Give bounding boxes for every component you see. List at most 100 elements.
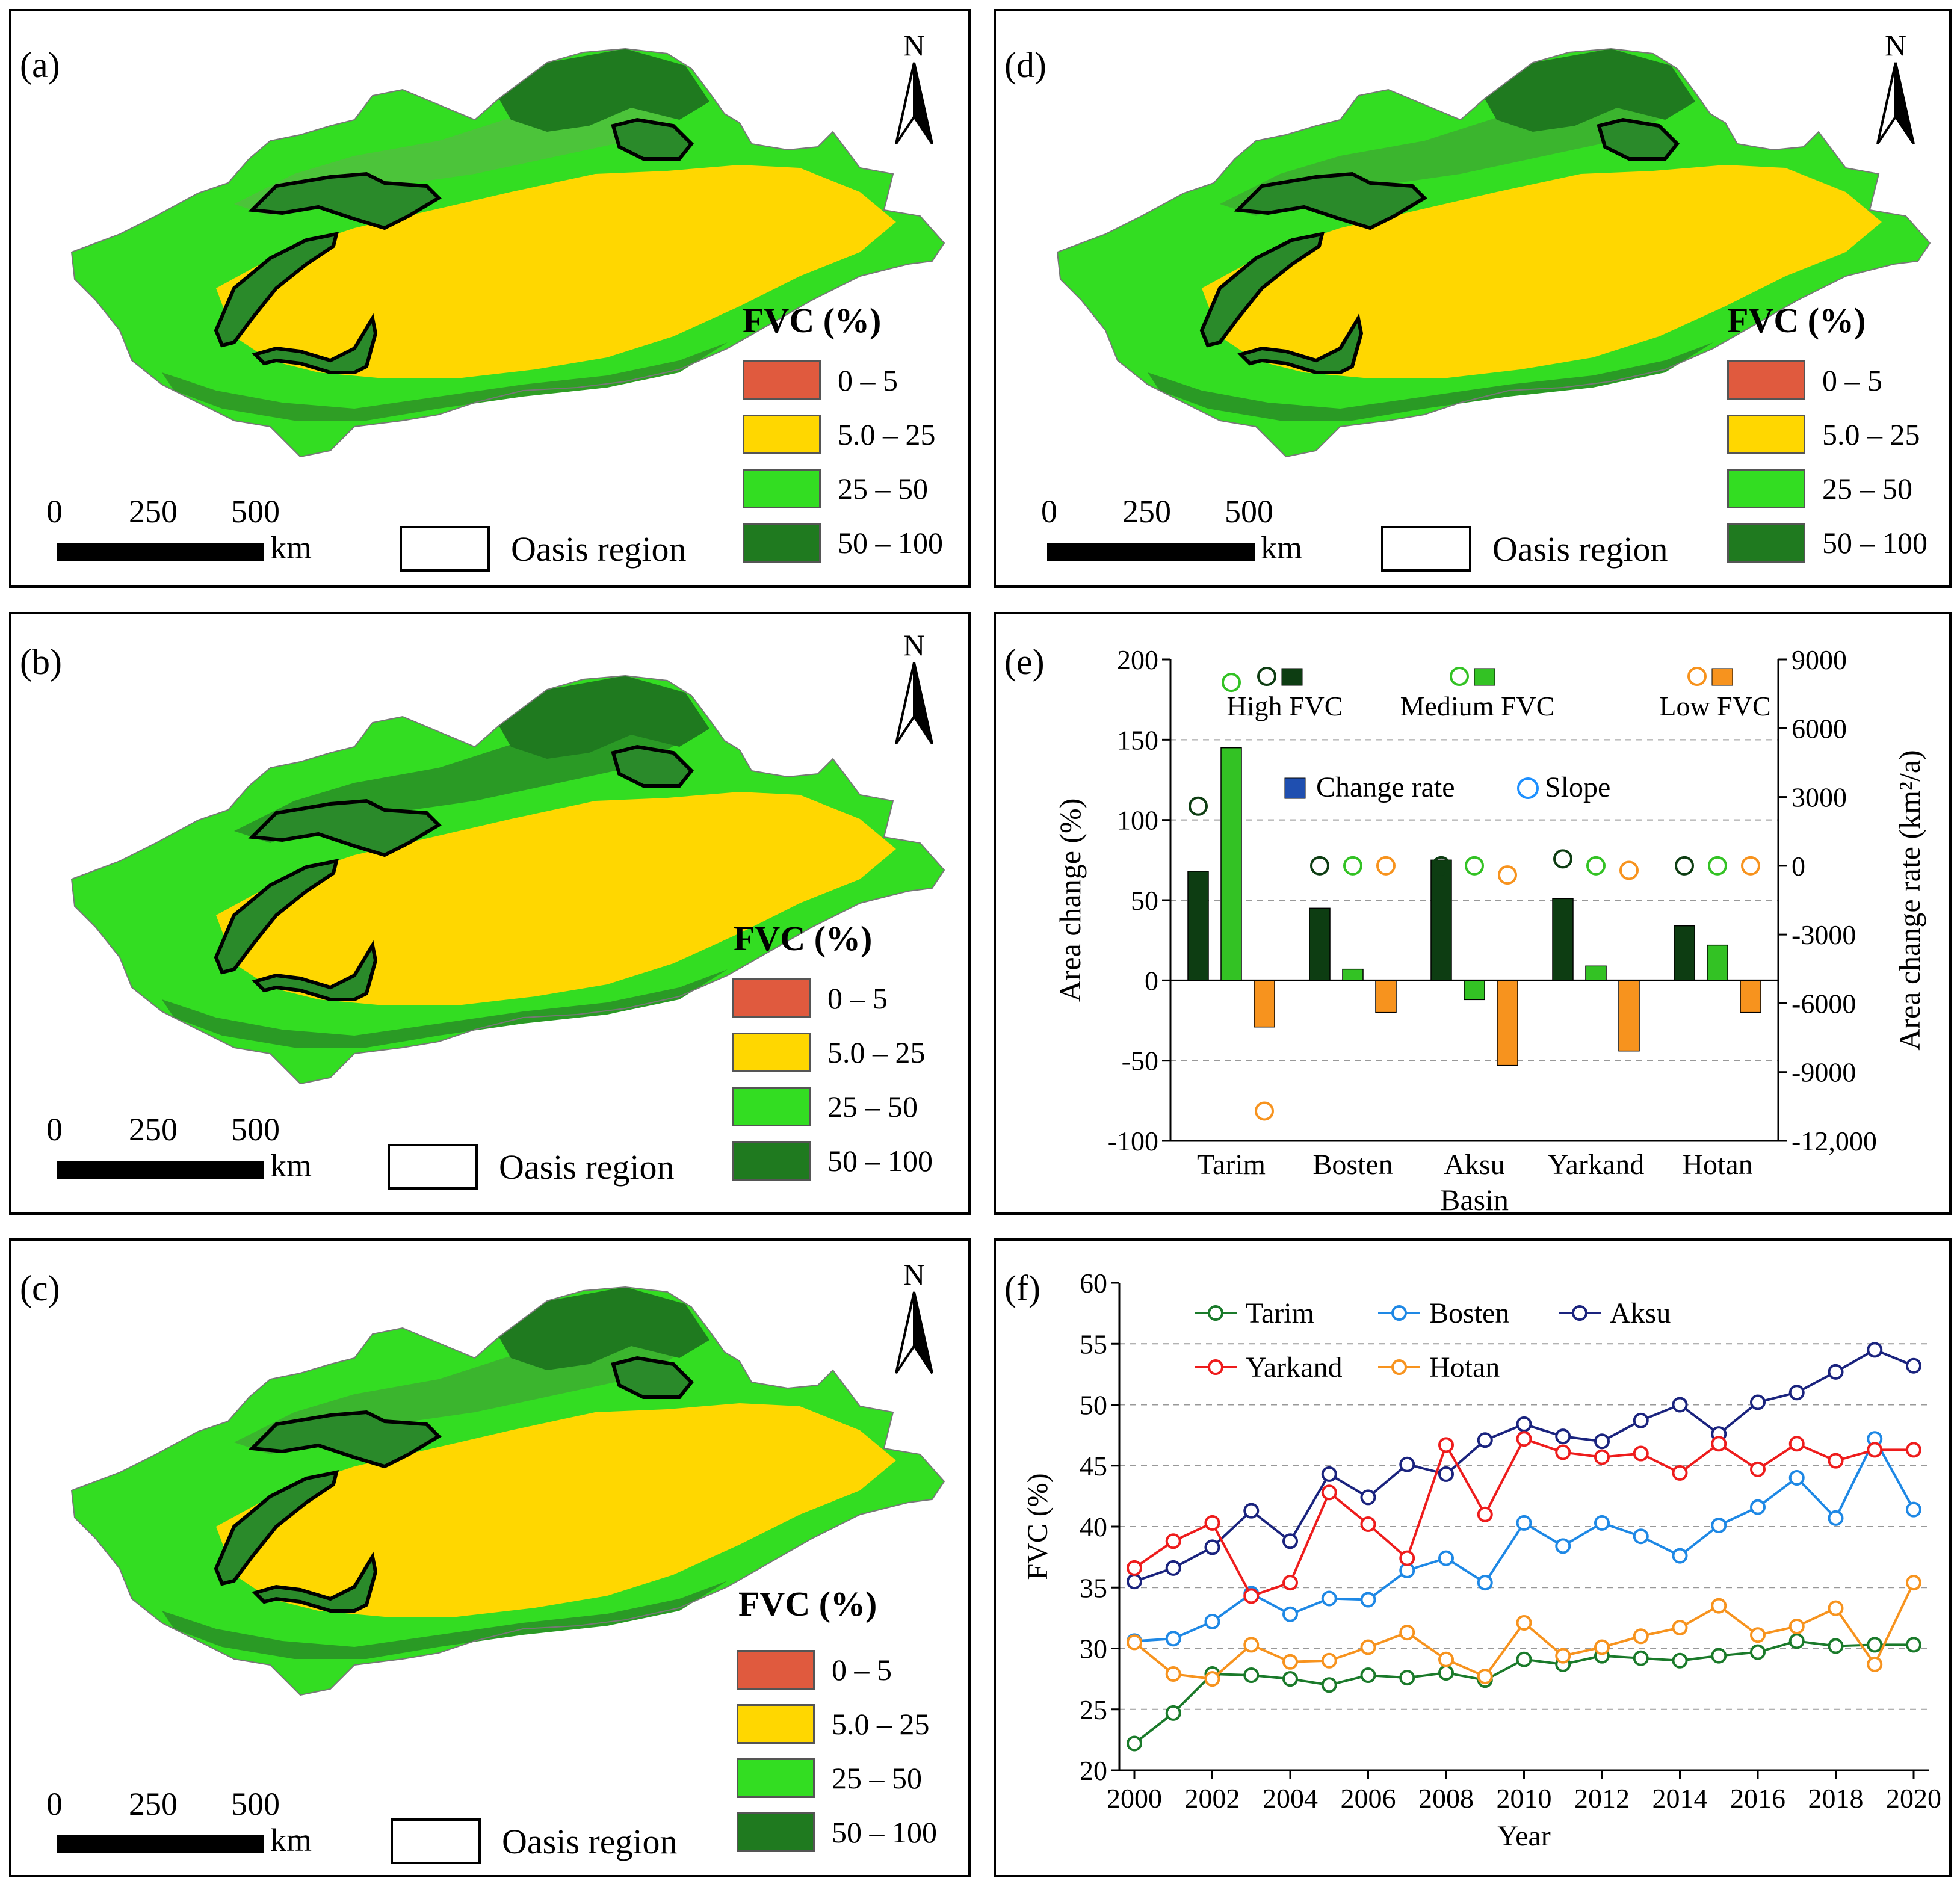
slope-marker	[1619, 860, 1639, 880]
x-tick-label: 2010	[1497, 1783, 1552, 1814]
legend-series-label: Medium FVC	[1400, 691, 1555, 721]
x-tick-label: Hotan	[1682, 1149, 1752, 1181]
point-tarim	[1672, 1652, 1688, 1669]
point-tarim	[1750, 1644, 1766, 1660]
point-aksu	[1555, 1428, 1571, 1445]
y-tick-label: -100	[1108, 1126, 1158, 1157]
y-axis-label: Area change (%)	[1053, 798, 1087, 1002]
y2-axis-label: Area change rate (km²/a)	[1893, 750, 1926, 1050]
point-tarim	[1282, 1671, 1298, 1687]
legend-slope-swatch	[1450, 667, 1469, 686]
scale-unit: km	[1261, 530, 1303, 566]
point-yarkand	[1360, 1516, 1376, 1532]
point-yarkand	[1672, 1465, 1688, 1481]
point-hotan	[1127, 1634, 1142, 1651]
y-tick-label: 50	[1131, 885, 1158, 916]
y-tick-label: 25	[1080, 1694, 1107, 1725]
map-panel-c: (c) N FVC (%) 0 – 5 5.0 – 25 25 – 50 50 …	[9, 1238, 971, 1877]
swatch	[1727, 469, 1805, 508]
bar-high-fvc	[1674, 925, 1695, 981]
x-tick-label: Aksu	[1444, 1149, 1504, 1181]
legend-slope-kind-swatch	[1517, 777, 1539, 799]
y-tick-label: 200	[1117, 644, 1158, 675]
north-label: N	[903, 28, 925, 62]
point-yarkand	[1867, 1442, 1883, 1458]
legend-item: 50 – 100	[1727, 523, 1928, 563]
x-axis-label: Year	[1497, 1820, 1550, 1852]
swatch	[737, 1650, 815, 1690]
legend-item: 0 – 5	[737, 1650, 892, 1690]
point-aksu	[1399, 1456, 1415, 1472]
swatch	[732, 978, 811, 1018]
panel-tag: (f)	[1004, 1268, 1040, 1308]
y-tick-label: 55	[1080, 1329, 1107, 1359]
line-bosten	[1134, 1436, 1915, 1643]
point-bosten	[1516, 1515, 1532, 1531]
bar-medium-fvc	[1707, 944, 1728, 981]
legend-item: 0 – 5	[1727, 360, 1882, 400]
point-bosten	[1282, 1606, 1298, 1622]
bar-low-fvc	[1618, 980, 1640, 1052]
scale-label: 250	[129, 493, 178, 530]
slope-marker	[1741, 856, 1760, 876]
slope-marker	[1553, 849, 1572, 869]
point-bosten	[1165, 1631, 1181, 1647]
point-tarim	[1906, 1637, 1921, 1653]
scale-label: 0	[46, 1786, 63, 1822]
legend-title: FVC (%)	[738, 1584, 877, 1623]
point-aksu	[1243, 1503, 1260, 1519]
scale-bar	[57, 543, 264, 561]
point-aksu	[1477, 1432, 1493, 1448]
y2-tick-label: -6000	[1792, 988, 1856, 1019]
point-tarim	[1399, 1670, 1415, 1686]
point-hotan	[1633, 1628, 1649, 1645]
point-aksu	[1438, 1466, 1454, 1482]
legend-item: 5.0 – 25	[737, 1704, 930, 1744]
scale-label: 250	[1122, 493, 1171, 530]
legend-series-label: High FVC	[1227, 691, 1343, 721]
point-aksu	[1828, 1364, 1844, 1380]
point-yarkand	[1204, 1515, 1220, 1531]
north-label: N	[903, 628, 925, 662]
point-tarim	[1243, 1667, 1260, 1684]
x-tick-label: 2006	[1341, 1783, 1396, 1814]
oasis-legend-label: Oasis region	[511, 530, 687, 569]
point-bosten	[1555, 1538, 1571, 1554]
legend-marker	[1391, 1305, 1407, 1321]
point-aksu	[1360, 1489, 1376, 1506]
point-hotan	[1360, 1639, 1376, 1655]
legend-slope-swatch	[1687, 667, 1707, 686]
panel-tag: (d)	[1004, 45, 1046, 85]
scale-label: 0	[46, 493, 63, 530]
point-bosten	[1360, 1592, 1376, 1608]
y2-tick-label: 6000	[1792, 713, 1847, 744]
scale-unit: km	[270, 530, 312, 566]
y-tick-label: 60	[1080, 1268, 1107, 1299]
legend-label: Aksu	[1610, 1297, 1671, 1329]
y-tick-label: -50	[1122, 1046, 1158, 1076]
basin-fvc-map	[1057, 48, 1931, 457]
north-arrow-icon: N	[895, 1258, 933, 1374]
basin-fvc-map	[71, 1286, 945, 1696]
point-hotan	[1321, 1652, 1337, 1669]
y-tick-label: 0	[1145, 965, 1158, 996]
legend-marker	[1391, 1359, 1407, 1375]
x-tick-label: 2020	[1886, 1783, 1941, 1814]
legend-slope-swatch	[1257, 667, 1276, 686]
x-tick-label: Yarkand	[1548, 1149, 1644, 1181]
scale-bar	[57, 1161, 264, 1179]
point-tarim	[1867, 1637, 1883, 1653]
point-bosten	[1321, 1590, 1337, 1607]
swatch	[737, 1704, 815, 1744]
scale-bar	[1047, 543, 1255, 561]
swatch	[743, 523, 821, 563]
oasis-legend-label: Oasis region	[1492, 530, 1668, 569]
north-label: N	[1885, 28, 1906, 62]
legend-marker	[1572, 1305, 1587, 1321]
y-tick-label: 45	[1080, 1451, 1107, 1481]
point-yarkand	[1243, 1588, 1260, 1604]
chart-panel-e: (e) 200 150 100 50 0 -50 -100 9000 6000 3000 0 -300…	[994, 612, 1952, 1215]
slope-marker	[1708, 856, 1727, 876]
x-tick-label: 2002	[1185, 1783, 1240, 1814]
point-bosten	[1672, 1548, 1688, 1564]
